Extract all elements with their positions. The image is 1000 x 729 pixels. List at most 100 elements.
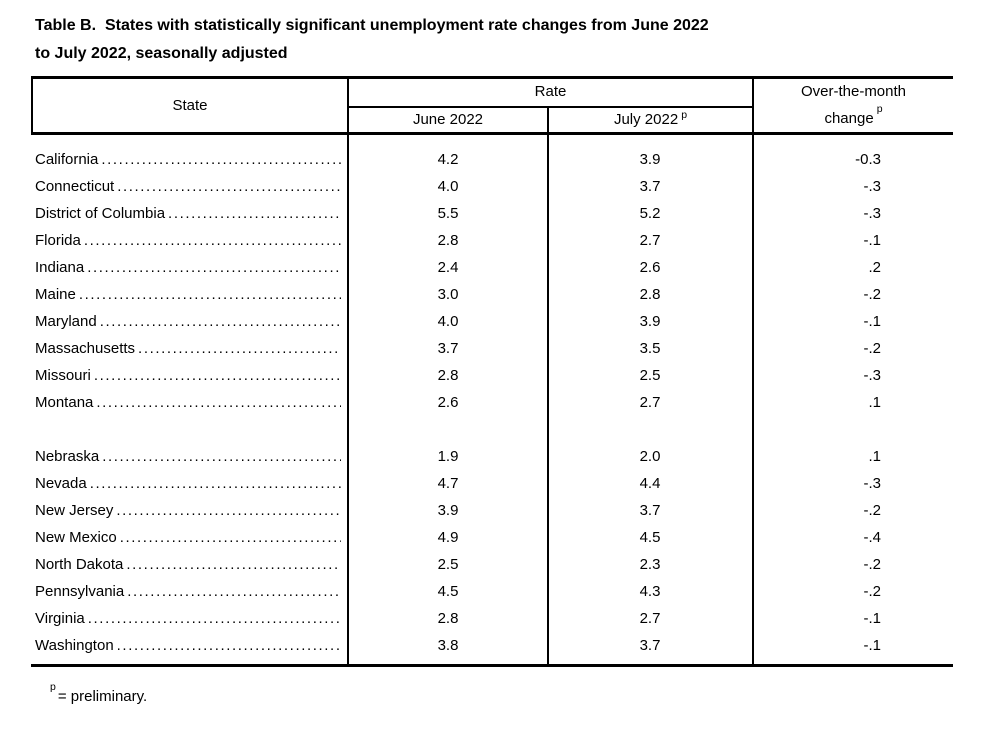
cell-june-value: 2.4 (437, 259, 459, 276)
cell-state: Connecticut (31, 173, 348, 200)
header-june-label: June 2022 (412, 111, 484, 128)
table-row: Massachusetts 3.7 3.5 -.2 (31, 335, 953, 362)
cell-change-value: .2 (868, 259, 881, 276)
dot-leader (87, 254, 341, 281)
cell-state: Virginia (31, 605, 348, 632)
cell-july-value: 2.3 (639, 556, 661, 573)
cell-state: California (31, 146, 348, 173)
cell-july-value: 3.7 (639, 637, 661, 654)
cell-state: Indiana (31, 254, 348, 281)
header-july-2022: July 2022 p (549, 107, 752, 132)
cell-change-value: -.3 (863, 205, 881, 222)
table-row: Maine 3.0 2.8 -.2 (31, 281, 953, 308)
header-rate: Rate (349, 77, 752, 105)
header-change-line1: Over-the-month (800, 83, 907, 100)
state-name: Virginia (35, 610, 85, 627)
cell-state: Nevada (31, 470, 348, 497)
state-name: Nebraska (35, 448, 100, 465)
state-column-divider (347, 76, 349, 667)
state-name: Maine (35, 286, 76, 303)
cell-change-value: -.2 (863, 502, 881, 519)
header-state: State (33, 79, 347, 132)
dot-leader (88, 605, 341, 632)
dot-leader (84, 227, 341, 254)
cell-state: New Mexico (31, 524, 348, 551)
table-row: Nevada 4.7 4.4 -.3 (31, 470, 953, 497)
state-name: Massachusetts (35, 340, 136, 357)
cell-change-value: -0.3 (855, 151, 881, 168)
cell-change-value: -.3 (863, 367, 881, 384)
table-row: Pennsylvania 4.5 4.3 -.2 (31, 578, 953, 605)
cell-june-value: 4.0 (437, 178, 459, 195)
dot-leader (101, 146, 341, 173)
dot-leader (79, 281, 341, 308)
cell-july-value: 2.7 (639, 610, 661, 627)
cell-june-value: 4.5 (437, 583, 459, 600)
table-row: California 4.2 3.9 -0.3 (31, 146, 953, 173)
state-name: California (35, 151, 99, 168)
dot-leader (126, 551, 341, 578)
header-state-label: State (172, 97, 208, 114)
cell-change-value: -.1 (863, 313, 881, 330)
cell-change-value: -.3 (863, 475, 881, 492)
table-bottom-border (31, 664, 953, 667)
state-name: New Jersey (35, 502, 114, 519)
cell-june-value: 3.9 (437, 502, 459, 519)
cell-june-value: 3.0 (437, 286, 459, 303)
state-name: Indiana (35, 259, 85, 276)
table-row: New Mexico 4.9 4.5 -.4 (31, 524, 953, 551)
header-change-line2: changep (824, 103, 882, 130)
table-row: North Dakota 2.5 2.3 -.2 (31, 551, 953, 578)
group-spacer-row (31, 416, 953, 443)
cell-june-value: 4.7 (437, 475, 459, 492)
cell-state: Missouri (31, 362, 348, 389)
state-name: North Dakota (35, 556, 124, 573)
header-rate-label: Rate (534, 82, 567, 100)
cell-state: Massachusetts (31, 335, 348, 362)
header-over-the-month-change: Over-the-month changep (754, 79, 953, 132)
header-change-label: change (824, 110, 874, 127)
cell-change-value: -.2 (863, 556, 881, 573)
state-name: Florida (35, 232, 81, 249)
cell-june-value: 2.8 (437, 232, 459, 249)
table-row: Florida 2.8 2.7 -.1 (31, 227, 953, 254)
cell-july-value: 3.9 (639, 151, 661, 168)
cell-state: District of Columbia (31, 200, 348, 227)
cell-july-value: 3.7 (639, 178, 661, 195)
dot-leader (90, 470, 341, 497)
dot-leader (117, 632, 341, 659)
cell-july-value: 2.5 (639, 367, 661, 384)
cell-july-value: 5.2 (639, 205, 661, 222)
cell-state: North Dakota (31, 551, 348, 578)
table-row: Washington 3.8 3.7 -.1 (31, 632, 953, 659)
table-row: District of Columbia 5.5 5.2 -.3 (31, 200, 953, 227)
cell-change-value: .1 (868, 448, 881, 465)
cell-state: Florida (31, 227, 348, 254)
table-row: New Jersey 3.9 3.7 -.2 (31, 497, 953, 524)
dot-leader (127, 578, 341, 605)
cell-state: Montana (31, 389, 348, 416)
cell-july-value: 2.8 (639, 286, 661, 303)
dot-leader (102, 443, 341, 470)
table-row: Maryland 4.0 3.9 -.1 (31, 308, 953, 335)
table-row: Indiana 2.4 2.6 .2 (31, 254, 953, 281)
state-name: Missouri (35, 367, 91, 384)
cell-change-value: -.2 (863, 340, 881, 357)
cell-state: Maine (31, 281, 348, 308)
table-body: California 4.2 3.9 -0.3 Connecticut 4.0 3.7 -.3… (31, 146, 953, 659)
cell-state: Nebraska (31, 443, 348, 470)
cell-july-value: 2.7 (639, 394, 661, 411)
cell-change-value: -.1 (863, 637, 881, 654)
table-top-border (31, 76, 953, 79)
table-title: Table B. States with statistically signi… (35, 12, 709, 68)
header-june-2022: June 2022 (349, 107, 547, 132)
cell-july-value: 2.7 (639, 232, 661, 249)
table-row: Connecticut 4.0 3.7 -.3 (31, 173, 953, 200)
state-name: Maryland (35, 313, 97, 330)
cell-state: New Jersey (31, 497, 348, 524)
cell-june-value: 4.9 (437, 529, 459, 546)
cell-change-value: -.2 (863, 583, 881, 600)
preliminary-superscript: p (50, 681, 56, 693)
state-name: Connecticut (35, 178, 115, 195)
